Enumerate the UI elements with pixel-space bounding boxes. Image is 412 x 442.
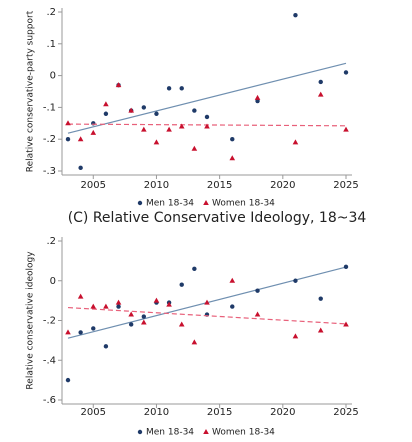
- x-tick-label: 2020: [270, 180, 295, 191]
- point: [204, 114, 210, 120]
- y-tick-label: 0: [50, 71, 56, 82]
- point: [77, 136, 84, 142]
- point: [178, 123, 185, 129]
- legend-marker: [137, 429, 143, 435]
- point: [318, 79, 323, 85]
- x-tick-label: 2025: [333, 407, 358, 418]
- point: [77, 293, 84, 299]
- point: [204, 123, 210, 129]
- point: [153, 139, 160, 145]
- point: [65, 137, 71, 142]
- point: [154, 111, 159, 116]
- point: [230, 304, 235, 309]
- point: [255, 288, 260, 293]
- y-tick-label: -.4: [43, 355, 56, 366]
- point: [141, 126, 147, 132]
- point: [204, 299, 210, 305]
- point: [230, 137, 235, 142]
- y-tick-label: .1: [46, 39, 56, 50]
- point: [179, 282, 184, 287]
- point: [317, 91, 324, 97]
- point: [141, 319, 147, 325]
- point: [254, 94, 261, 100]
- point: [343, 264, 349, 270]
- y-tick-label: .2: [46, 7, 56, 18]
- point: [90, 129, 97, 135]
- point: [166, 301, 172, 307]
- y-tick-label: -.6: [43, 395, 56, 406]
- point: [90, 303, 97, 309]
- x-tick-label: 2010: [144, 180, 169, 191]
- y-axis-label: Relative conservative ideology: [26, 251, 36, 390]
- point: [115, 82, 122, 88]
- point: [191, 145, 198, 151]
- legend-label: Women 18-34: [212, 428, 275, 438]
- point: [128, 322, 134, 327]
- point: [343, 70, 349, 75]
- point: [103, 101, 109, 107]
- point: [65, 329, 71, 335]
- point: [141, 105, 147, 110]
- x-tick-label: 2015: [207, 407, 232, 418]
- point: [192, 266, 197, 272]
- point: [191, 339, 198, 345]
- x-tick-label: 2005: [81, 180, 106, 191]
- point: [91, 326, 96, 331]
- x-tick-label: 2025: [333, 180, 358, 191]
- point: [78, 165, 83, 171]
- legend-marker: [203, 429, 209, 434]
- point: [293, 278, 298, 283]
- point: [178, 321, 185, 327]
- y-axis-label: Relative conservative-party support: [26, 10, 36, 172]
- fit-line: [67, 306, 347, 325]
- point: [318, 296, 323, 301]
- chart-title: (C) Relative Conservative Ideology, 18~3…: [68, 210, 367, 226]
- legend-label: Women 18-34: [212, 199, 275, 209]
- point: [343, 126, 349, 132]
- point: [153, 297, 160, 303]
- point: [103, 111, 109, 116]
- point: [78, 330, 83, 335]
- point: [103, 344, 109, 349]
- x-tick-label: 2015: [207, 180, 232, 191]
- point: [254, 311, 261, 317]
- legend-marker: [203, 200, 209, 205]
- point: [65, 120, 71, 126]
- y-tick-label: -.3: [43, 166, 56, 177]
- x-tick-label: 2020: [270, 407, 295, 418]
- point: [141, 314, 147, 319]
- legend-marker: [137, 200, 143, 206]
- point: [166, 126, 172, 132]
- point: [179, 86, 184, 91]
- point: [292, 333, 299, 339]
- y-tick-label: -.2: [43, 134, 56, 145]
- point: [255, 98, 260, 104]
- y-tick-label: -.1: [43, 102, 56, 113]
- point: [229, 277, 236, 283]
- point: [343, 321, 349, 327]
- point: [128, 311, 134, 317]
- legend-label: Men 18-34: [146, 199, 194, 209]
- point: [128, 107, 134, 113]
- x-tick-label: 2010: [144, 407, 169, 418]
- point: [192, 108, 197, 113]
- point: [292, 139, 299, 145]
- y-tick-label: .2: [46, 236, 56, 247]
- point: [229, 155, 236, 161]
- y-tick-label: 0: [50, 276, 56, 287]
- point: [115, 299, 122, 305]
- point: [103, 303, 109, 309]
- y-tick-label: -.2: [43, 316, 56, 327]
- x-tick-label: 2005: [81, 407, 106, 418]
- legend-label: Men 18-34: [146, 428, 194, 438]
- point: [116, 304, 121, 309]
- point: [317, 327, 324, 333]
- point: [65, 377, 71, 383]
- point: [293, 12, 298, 18]
- point: [166, 86, 172, 91]
- fit-line: [67, 62, 347, 134]
